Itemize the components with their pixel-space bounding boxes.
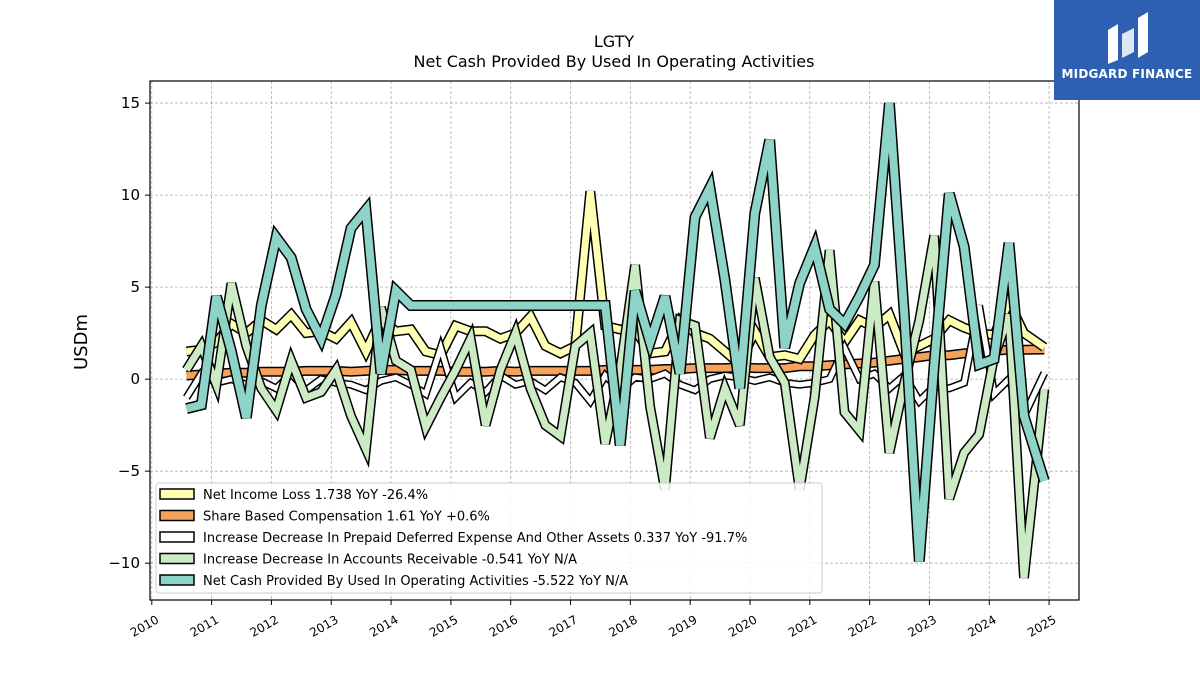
y-tick-label: 10	[121, 186, 140, 204]
plot-frame	[149, 80, 1080, 601]
x-tick-label: 2012	[247, 612, 280, 639]
x-tick-label: 2025	[1025, 612, 1058, 639]
legend-swatch	[159, 509, 195, 522]
chart-title: LGTY	[594, 32, 635, 51]
legend-entry: Increase Decrease In Accounts Receivable…	[203, 553, 577, 568]
y-tick-label: 5	[130, 278, 140, 296]
x-tick-label: 2017	[547, 612, 580, 639]
x-tick-label: 2011	[188, 612, 221, 639]
midgard-logo-icon	[1108, 12, 1148, 64]
legend-box	[155, 482, 823, 594]
y-axis: 15 10 5 0 −5 −10	[108, 94, 150, 572]
y-tick-label: −10	[108, 554, 140, 572]
x-tick-label: 2016	[487, 612, 520, 639]
legend-swatch	[159, 531, 195, 543]
legend-swatch	[159, 552, 195, 565]
x-tick-label: 2019	[666, 612, 699, 639]
x-axis: 2010 2011 2012 2013 2014 2015 2016 2017 2018 2019…	[128, 600, 1059, 640]
chart-subtitle: Net Cash Provided By Used In Operating A…	[414, 52, 815, 71]
x-tick-label: 2022	[846, 612, 879, 639]
legend-swatch	[159, 488, 195, 500]
legend-swatch	[159, 574, 195, 586]
x-tick-label: 2021	[786, 612, 819, 639]
y-tick-label: −5	[118, 462, 140, 480]
x-tick-label: 2015	[427, 612, 460, 639]
y-axis-label: USDm	[71, 314, 92, 370]
y-tick-label: 15	[121, 94, 140, 112]
legend: Net Income Loss 1.738 YoY -26.4% Share Ba…	[155, 482, 823, 594]
x-tick-label: 2010	[128, 612, 161, 639]
brand-name: MIDGARD FINANCE	[1061, 67, 1193, 81]
legend-entry: Increase Decrease In Prepaid Deferred Ex…	[203, 531, 747, 546]
x-tick-label: 2014	[367, 612, 400, 639]
series-4	[185, 102, 1050, 562]
series-layer	[182, 102, 1050, 579]
legend-entry: Share Based Compensation 1.61 YoY +0.6%	[203, 510, 490, 525]
x-tick-label: 2013	[307, 612, 340, 639]
legend-entry: Net Cash Provided By Used In Operating A…	[203, 574, 628, 589]
y-tick-label: 0	[130, 370, 140, 388]
legend-entry: Net Income Loss 1.738 YoY -26.4%	[203, 488, 428, 503]
x-tick-label: 2020	[726, 612, 759, 639]
x-tick-label: 2023	[905, 612, 938, 639]
x-tick-label: 2024	[965, 612, 998, 639]
x-tick-label: 2018	[606, 612, 639, 639]
series-line	[185, 102, 1049, 562]
